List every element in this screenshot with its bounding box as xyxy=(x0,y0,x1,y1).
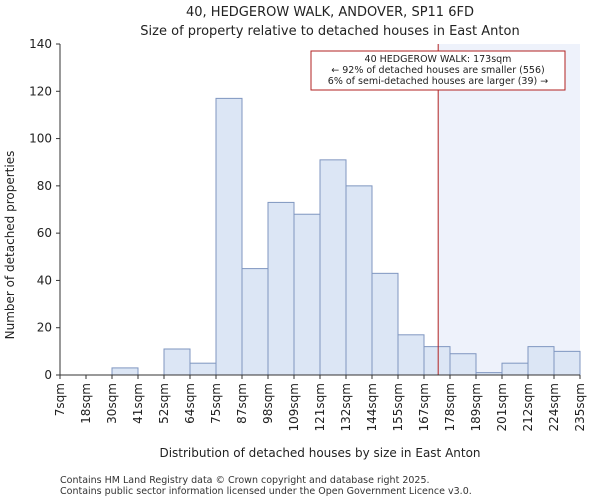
histogram-bar xyxy=(111,367,139,376)
y-tick-label: 40 xyxy=(37,273,52,287)
x-tick-label: 212sqm xyxy=(521,383,535,431)
plot-area: 0 20 40 60 80 100 120 140 7sqm 18sqm 30sqm 41sqm 52s… xyxy=(29,37,587,431)
histogram-bar xyxy=(267,201,295,376)
x-tick-label: 224sqm xyxy=(547,383,561,431)
x-tick-label: 41sqm xyxy=(131,383,145,424)
histogram-bar xyxy=(371,272,399,376)
histogram-bar xyxy=(423,346,451,376)
x-tick-label: 178sqm xyxy=(443,383,457,431)
annotation-line2: ← 92% of detached houses are smaller (55… xyxy=(331,65,544,76)
histogram-bar xyxy=(449,353,477,376)
x-tick-label: 52sqm xyxy=(157,383,171,424)
x-tick-label: 98sqm xyxy=(261,383,275,424)
x-tick-label: 18sqm xyxy=(79,383,93,424)
footer-line1: Contains HM Land Registry data © Crown c… xyxy=(60,475,430,486)
y-tick-label: 120 xyxy=(29,84,52,98)
histogram-bar xyxy=(553,350,581,376)
y-tick-label: 20 xyxy=(37,321,52,335)
histogram-bar xyxy=(293,213,321,376)
y-axis-label: Number of detached properties xyxy=(3,151,17,340)
y-tick-label: 100 xyxy=(29,132,52,146)
x-tick-label: 64sqm xyxy=(183,383,197,424)
histogram-bar xyxy=(241,268,269,376)
x-tick-label: 87sqm xyxy=(235,383,249,424)
annotation-line3: 6% of semi-detached houses are larger (3… xyxy=(328,76,548,87)
y-tick-label: 80 xyxy=(37,179,52,193)
x-tick-label: 189sqm xyxy=(469,383,483,431)
histogram-bar xyxy=(345,185,373,376)
x-tick-label: 144sqm xyxy=(365,383,379,431)
x-tick-label: 201sqm xyxy=(495,383,509,431)
histogram-bar xyxy=(163,348,191,376)
histogram-bar xyxy=(319,159,347,376)
x-tick-label: 75sqm xyxy=(209,383,223,424)
x-tick-label: 30sqm xyxy=(105,383,119,424)
histogram-bar xyxy=(215,97,243,376)
x-tick-label: 132sqm xyxy=(339,383,353,431)
chart-title-line1: 40, HEDGEROW WALK, ANDOVER, SP11 6FD xyxy=(186,5,474,20)
x-tick-label: 121sqm xyxy=(313,383,327,431)
x-tick-label: 155sqm xyxy=(391,383,405,431)
y-tick-label: 60 xyxy=(37,226,52,240)
x-tick-label: 7sqm xyxy=(53,383,67,416)
histogram-bar xyxy=(501,362,529,376)
x-tick-label: 235sqm xyxy=(573,383,587,431)
y-tick-label: 140 xyxy=(29,37,52,51)
histogram-bar xyxy=(527,346,555,376)
annotation-box: 40 HEDGEROW WALK: 173sqm ← 92% of detach… xyxy=(310,50,566,91)
y-tick-label: 0 xyxy=(44,368,52,382)
x-tick-label: 109sqm xyxy=(287,383,301,431)
annotation-frame xyxy=(310,50,566,91)
histogram-bar xyxy=(397,334,425,376)
footer-line2: Contains public sector information licen… xyxy=(60,486,472,497)
annotation-line1: 40 HEDGEROW WALK: 173sqm xyxy=(365,54,512,65)
x-axis-label: Distribution of detached houses by size … xyxy=(159,446,480,460)
chart-title-line2: Size of property relative to detached ho… xyxy=(140,24,519,39)
x-tick-label: 167sqm xyxy=(417,383,431,431)
larger-region-shade xyxy=(438,44,580,375)
histogram-bar xyxy=(189,362,217,376)
